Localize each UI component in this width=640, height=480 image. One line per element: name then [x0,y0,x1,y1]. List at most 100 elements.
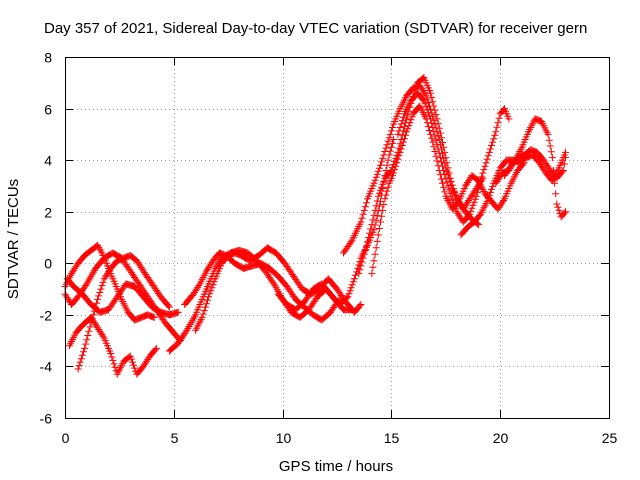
data-point [76,358,84,366]
data-point [494,119,502,127]
data-point [440,167,448,174]
y-tick-label: -4 [40,359,53,375]
data-point [370,226,378,234]
data-point [500,197,507,204]
data-point [99,278,107,286]
data-point [444,182,452,190]
data-point [430,102,438,110]
data-point [484,194,492,202]
data-point [428,119,436,127]
data-point [474,221,482,229]
data-point [441,188,449,196]
data-point [476,181,483,189]
data-point [466,210,474,218]
data-point [349,278,357,286]
data-point [209,281,217,289]
data-point [412,82,420,90]
data-point [380,201,388,209]
data-point [408,113,416,121]
data-point [107,350,115,357]
data-point [485,191,493,199]
data-point [426,127,433,134]
data-point [84,332,92,339]
data-point [445,186,453,194]
data-point [422,92,430,100]
data-point [164,302,172,310]
data-point [547,148,555,156]
data-point [361,246,369,254]
data-point [562,154,569,162]
data-point [452,191,460,199]
data-point [390,169,398,177]
data-points [61,74,569,378]
chart-title: Day 357 of 2021, Sidereal Day-to-day VTE… [44,20,587,37]
data-point [379,154,387,162]
y-tick-label: 4 [44,153,52,169]
data-point [362,199,370,207]
data-point [505,115,513,123]
data-point [389,124,396,131]
data-point [356,302,364,310]
data-point [379,206,387,214]
data-point [406,119,414,127]
data-point [444,164,452,172]
data-point [548,154,556,162]
data-point [127,355,135,363]
data-point [446,190,454,198]
data-point [357,262,365,270]
data-point [389,139,396,147]
data-point [85,327,93,335]
data-point [92,303,99,311]
data-point [477,177,485,185]
series-arc-10 [340,81,482,257]
data-point [80,348,87,356]
data-point [546,142,554,150]
data-point [347,238,355,246]
data-point [358,214,366,222]
data-point [432,136,440,144]
data-point [174,308,182,316]
data-point [386,168,394,176]
data-point [433,115,441,123]
data-point [472,192,480,200]
data-point [560,160,568,168]
data-point [208,284,216,292]
data-point [200,307,208,315]
data-point [210,278,218,286]
data-point [86,323,94,331]
data-point [470,198,478,206]
data-point [544,130,552,138]
y-tick-label: 6 [44,102,52,118]
data-point [129,358,136,366]
data-point [493,123,501,131]
data-point [424,99,432,107]
data-point [402,131,409,139]
data-point [441,170,449,178]
y-axis-tick-labels: -6 -4 -2 0 2 4 6 8 [40,50,53,427]
data-point [381,195,389,203]
x-tick-label: 10 [276,430,292,446]
data-point [437,175,445,183]
data-point [374,167,382,175]
data-point [109,356,117,364]
data-point [423,106,431,114]
y-axis-label: SDTVAR / TECUs [5,179,22,299]
data-point [451,188,458,196]
data-point [377,161,384,169]
data-point [207,287,215,295]
data-point [355,270,363,278]
data-point [343,294,351,302]
data-point [432,152,440,160]
data-point [483,197,491,205]
data-point [165,303,173,311]
data-point [383,161,391,169]
data-point [478,173,486,181]
data-point [399,113,407,121]
data-point [495,114,503,122]
data-point [449,199,457,207]
data-point [474,185,482,192]
data-point [393,159,401,167]
data-point [375,164,383,172]
data-point [82,340,90,348]
